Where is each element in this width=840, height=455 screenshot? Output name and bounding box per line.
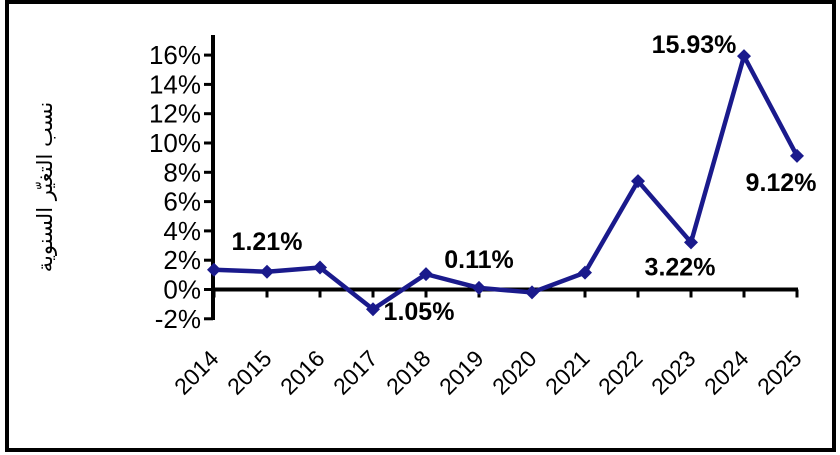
- x-axis-tick-label-2019: 2019: [434, 345, 489, 400]
- data-label-2015: 1.21%: [232, 228, 303, 256]
- y-axis-tick-label: 14%: [149, 69, 201, 99]
- x-axis-tick-label-2015: 2015: [222, 345, 277, 400]
- data-series-line: [213, 53, 799, 312]
- x-axis-tick-label-2021: 2021: [540, 345, 595, 400]
- y-axis-tick-label: 4%: [163, 216, 201, 246]
- y-axis-tick-label: 6%: [163, 187, 201, 217]
- data-point-marker-2023: [684, 235, 698, 250]
- data-point-marker-2014: [207, 262, 221, 277]
- data-point-marker-2019: [472, 280, 486, 295]
- y-axis-tick-label: 0%: [163, 275, 201, 305]
- data-point-marker-2016: [313, 260, 327, 275]
- x-axis-tick-label-2025: 2025: [752, 345, 807, 400]
- x-axis-tick-label-2017: 2017: [328, 345, 383, 400]
- data-point-marker-2021: [578, 265, 592, 280]
- y-axis-tick-label: 12%: [149, 99, 201, 129]
- data-label-2024: 15.93%: [652, 31, 737, 59]
- y-axis-tick-label: 2%: [163, 245, 201, 275]
- data-point-marker-2017: [366, 302, 380, 317]
- y-axis-tick-label: -2%: [155, 304, 201, 334]
- x-axis-tick-label-2024: 2024: [699, 345, 754, 400]
- x-axis-tick-label-2023: 2023: [646, 345, 701, 400]
- data-label-2025: 9.12%: [746, 169, 817, 197]
- x-axis-tick-label-2018: 2018: [381, 345, 436, 400]
- data-label-2019: 0.11%: [444, 246, 514, 274]
- x-axis-tick-label-2014: 2014: [169, 345, 224, 400]
- y-axis-title: نسب التغيّر السنوية: [33, 101, 57, 273]
- y-axis-tick-label: 10%: [149, 128, 201, 158]
- x-axis-tick-label-2020: 2020: [487, 345, 542, 400]
- data-point-marker-2018: [419, 267, 433, 282]
- data-point-marker-2025: [790, 148, 804, 163]
- data-label-2023: 3.22%: [645, 253, 716, 281]
- data-point-marker-2024: [737, 49, 751, 64]
- data-point-marker-2020: [525, 285, 539, 300]
- data-label-2018: 1.05%: [384, 298, 455, 326]
- data-point-marker-2015: [260, 264, 274, 279]
- x-axis-tick-label-2022: 2022: [593, 345, 648, 400]
- y-axis-tick-label: 16%: [149, 40, 201, 70]
- data-point-marker-2022: [631, 174, 645, 189]
- x-axis-tick-label-2016: 2016: [275, 345, 330, 400]
- y-axis-tick-label: 8%: [163, 157, 201, 187]
